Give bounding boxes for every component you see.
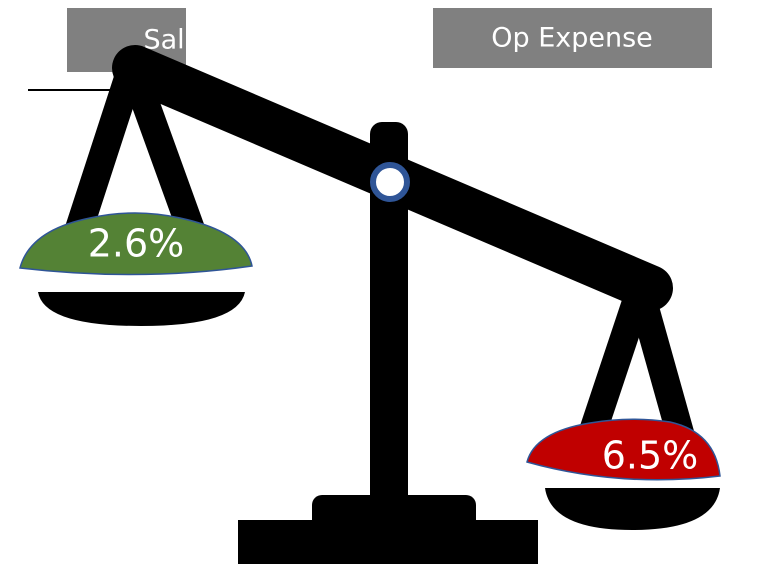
pan-right — [545, 488, 720, 530]
label-right: Op Expense — [491, 23, 653, 54]
pan-left — [38, 292, 245, 326]
page: Sales Tax Op Expense 2.6% 6.5% (() => { … — [0, 0, 765, 564]
weight-right-label: 6.5% — [602, 434, 699, 478]
pivot — [373, 165, 407, 199]
scale-diagram: Sales Tax Op Expense 2.6% 6.5% — [0, 0, 765, 564]
weight-left-label: 2.6% — [88, 222, 185, 266]
label-left: Sales Tax — [144, 25, 269, 56]
hanger-right — [640, 290, 682, 440]
